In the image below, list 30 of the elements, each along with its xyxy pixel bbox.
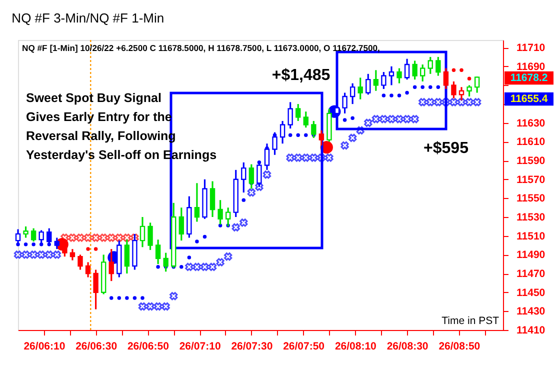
x-tick-label: 26/06:10 (24, 340, 66, 352)
text: 11655.4 (510, 93, 548, 105)
x-tick-label: 26/08:50 (438, 340, 480, 352)
annotation: +$595 (424, 140, 469, 157)
y-tick-label: 11530 (516, 212, 546, 224)
y-tick-label: 11490 (516, 249, 546, 262)
y-tick-label: 11450 (516, 286, 546, 299)
annotation: Time in PST (442, 315, 500, 327)
y-tick-label: 11710 (516, 42, 546, 54)
x-tick-label: 26/08:10 (334, 340, 377, 352)
chart-title: NQ #F 3-Min/NQ #F 1-Min (12, 10, 164, 26)
x-tick-label: 26/07:50 (283, 340, 325, 352)
chart-subtitle: NQ #F [1-Min] 10/26/22 +6.2500 C 11678.5000, H 11678.7500, L 11673.0000, O 11672.7500, (22, 43, 380, 53)
y-tick-label: 11690 (516, 60, 546, 73)
text: 11678.2 (510, 72, 548, 84)
x-tick-label: 26/06:50 (127, 340, 170, 352)
y-tick-label: 11610 (516, 136, 546, 148)
x-tick-label: 26/07:30 (231, 340, 273, 352)
y-tick-label: 11550 (516, 192, 546, 205)
annotation: +$1,485 (272, 67, 330, 84)
y-tick-label: 11590 (516, 155, 546, 168)
y-tick-label: 11410 (516, 324, 546, 336)
x-tick-label: 26/08:30 (386, 340, 428, 352)
y-tick-label: 11470 (516, 268, 546, 280)
y-tick-label: 11570 (516, 174, 546, 186)
y-tick-label: 11510 (516, 230, 546, 242)
y-tick-label: 11630 (516, 117, 546, 130)
x-tick-label: 26/07:10 (179, 340, 221, 352)
y-tick-label: 11430 (516, 306, 546, 318)
x-tick-label: 26/06:30 (76, 340, 118, 352)
